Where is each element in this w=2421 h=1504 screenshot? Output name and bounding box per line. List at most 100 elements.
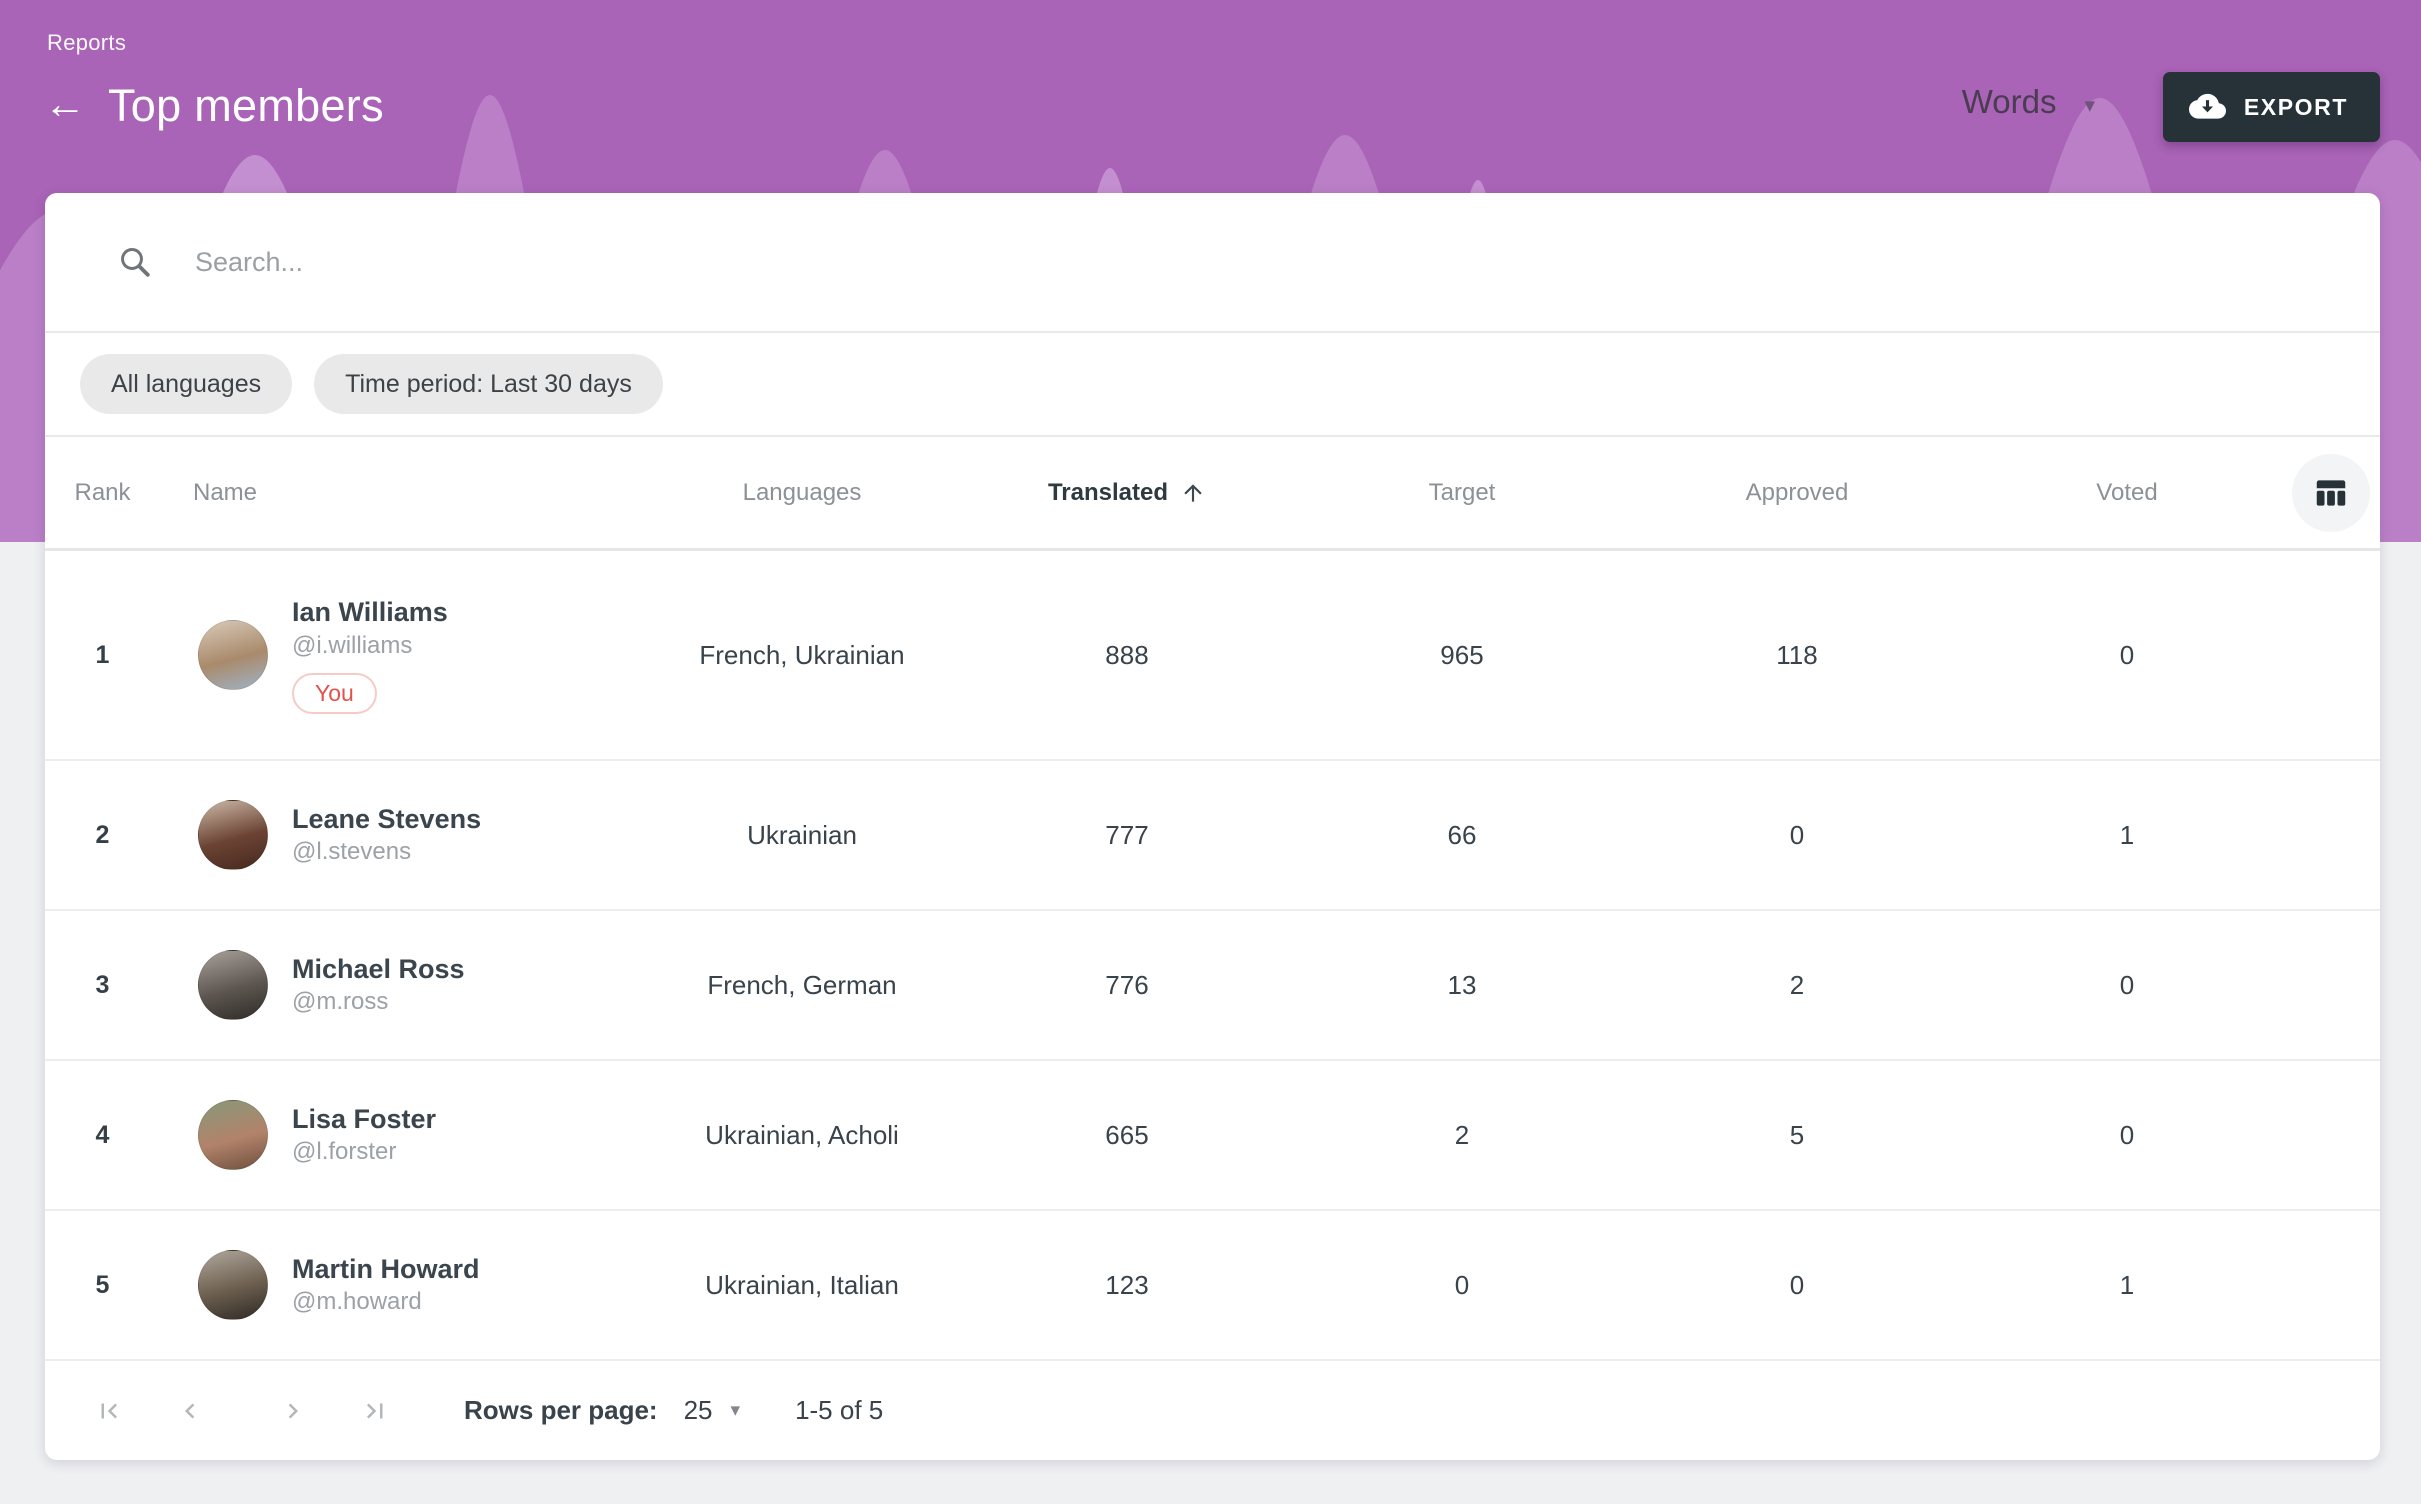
approved-count: 5 [1789,1119,1805,1150]
target-count: 66 [1447,819,1477,850]
column-header-target[interactable]: Target [1428,478,1496,506]
avatar [198,1250,268,1320]
voted-count: 1 [2119,1269,2135,1300]
export-button-label: EXPORT [2243,93,2348,120]
member-identity: Leane Stevens @l.stevens [292,803,481,868]
next-page-button[interactable] [269,1387,317,1435]
chevron-down-icon: ▾ [2084,93,2095,117]
previous-page-button[interactable] [166,1387,214,1435]
unit-dropdown-label: Words [1961,83,2057,120]
rank-value: 5 [95,1270,110,1299]
column-header-languages[interactable]: Languages [742,478,862,506]
filter-bar: All languages Time period: Last 30 days [45,333,2380,437]
member-identity: Martin Howard @m.howard [292,1253,480,1318]
search-input[interactable] [193,245,1993,279]
member-username: @l.forster [292,1138,397,1166]
filter-chip-time-period[interactable]: Time period: Last 30 days [314,354,663,414]
column-header-rank: Rank [74,478,131,506]
member-languages: French, German [707,969,897,1000]
rows-per-page-value[interactable]: 25 [683,1395,713,1425]
last-page-button[interactable] [351,1387,399,1435]
avatar [198,800,268,870]
table-row[interactable]: 1 Ian Williams @i.williams You French, U… [45,551,2380,761]
member-languages: French, Ukrainian [699,639,905,670]
translated-count: 776 [1105,969,1149,1000]
rows-per-page-caret-icon[interactable]: ▾ [730,1400,741,1421]
voted-count: 0 [2119,969,2135,1000]
target-count: 13 [1447,969,1477,1000]
member-languages: Ukrainian [747,819,857,850]
rank-value: 3 [95,970,110,999]
approved-count: 118 [1776,639,1818,670]
search-icon [117,244,153,280]
member-cell: Ian Williams @i.williams You [160,596,642,714]
title-row: ← Top members [44,80,384,132]
pagination-bar: Rows per page: 25 ▾ 1-5 of 5 [45,1361,2380,1460]
column-header-translated[interactable]: Translated [962,479,1292,507]
member-name[interactable]: Michael Ross [292,953,465,984]
member-name[interactable]: Martin Howard [292,1253,480,1284]
report-card: All languages Time period: Last 30 days … [45,193,2380,1460]
table-columns-icon [2312,474,2350,512]
member-username: @l.stevens [292,838,412,866]
export-button[interactable]: EXPORT [2162,72,2380,142]
translated-count: 888 [1105,639,1149,670]
target-count: 2 [1454,1119,1470,1150]
translated-count: 665 [1105,1119,1149,1150]
member-cell: Lisa Foster @l.forster [160,1100,642,1170]
unit-dropdown[interactable]: Words ▾ [1962,83,2095,121]
translated-count: 777 [1105,819,1149,850]
pagination-range: 1-5 of 5 [795,1395,884,1425]
search-bar [45,193,2380,333]
member-username: @i.williams [292,631,413,659]
column-header-name: Name [193,478,258,506]
column-header-voted[interactable]: Voted [2096,478,2158,506]
table-header-row: Rank Name Languages Translated Target Ap… [45,437,2380,551]
avatar [198,950,268,1020]
member-identity: Ian Williams @i.williams You [292,596,448,714]
member-name[interactable]: Lisa Foster [292,1103,437,1134]
column-header-approved[interactable]: Approved [1745,478,1849,506]
approved-count: 0 [1789,1269,1805,1300]
target-count: 0 [1454,1269,1470,1300]
member-name[interactable]: Ian Williams [292,597,448,628]
column-settings-button[interactable] [2292,453,2370,532]
rank-value: 2 [95,820,110,849]
filter-chip-languages[interactable]: All languages [80,354,293,414]
voted-count: 1 [2119,819,2135,850]
member-name[interactable]: Leane Stevens [292,803,482,834]
avatar [198,620,268,690]
rank-value: 4 [95,1120,110,1149]
breadcrumb: Reports [47,30,127,55]
member-cell: Leane Stevens @l.stevens [160,800,642,870]
you-badge: You [292,672,377,714]
target-count: 965 [1440,639,1484,670]
member-cell: Michael Ross @m.ross [160,950,642,1020]
column-header-translated-label: Translated [1047,478,1169,506]
rows-per-page-label: Rows per page: [464,1395,658,1425]
sort-ascending-icon [1180,480,1206,506]
member-identity: Michael Ross @m.ross [292,953,465,1018]
rank-value: 1 [95,640,110,669]
approved-count: 2 [1789,969,1805,1000]
voted-count: 0 [2119,1119,2135,1150]
approved-count: 0 [1789,819,1805,850]
member-username: @m.howard [292,1288,422,1316]
table-row[interactable]: 4 Lisa Foster @l.forster Ukrainian, Acho… [45,1061,2380,1211]
table-body: 1 Ian Williams @i.williams You French, U… [45,551,2380,1361]
member-cell: Martin Howard @m.howard [160,1250,642,1320]
avatar [198,1100,268,1170]
member-languages: Ukrainian, Acholi [705,1119,899,1150]
voted-count: 0 [2119,639,2135,670]
member-identity: Lisa Foster @l.forster [292,1103,436,1168]
table-row[interactable]: 2 Leane Stevens @l.stevens Ukrainian 777… [45,761,2380,911]
table-row[interactable]: 3 Michael Ross @m.ross French, German 77… [45,911,2380,1061]
back-button[interactable]: ← [44,80,86,127]
cloud-download-icon [2188,92,2226,122]
column-picker-cell [2292,453,2380,532]
member-username: @m.ross [292,988,389,1016]
first-page-button[interactable] [85,1387,133,1435]
member-languages: Ukrainian, Italian [705,1269,899,1300]
table-row[interactable]: 5 Martin Howard @m.howard Ukrainian, Ita… [45,1211,2380,1361]
